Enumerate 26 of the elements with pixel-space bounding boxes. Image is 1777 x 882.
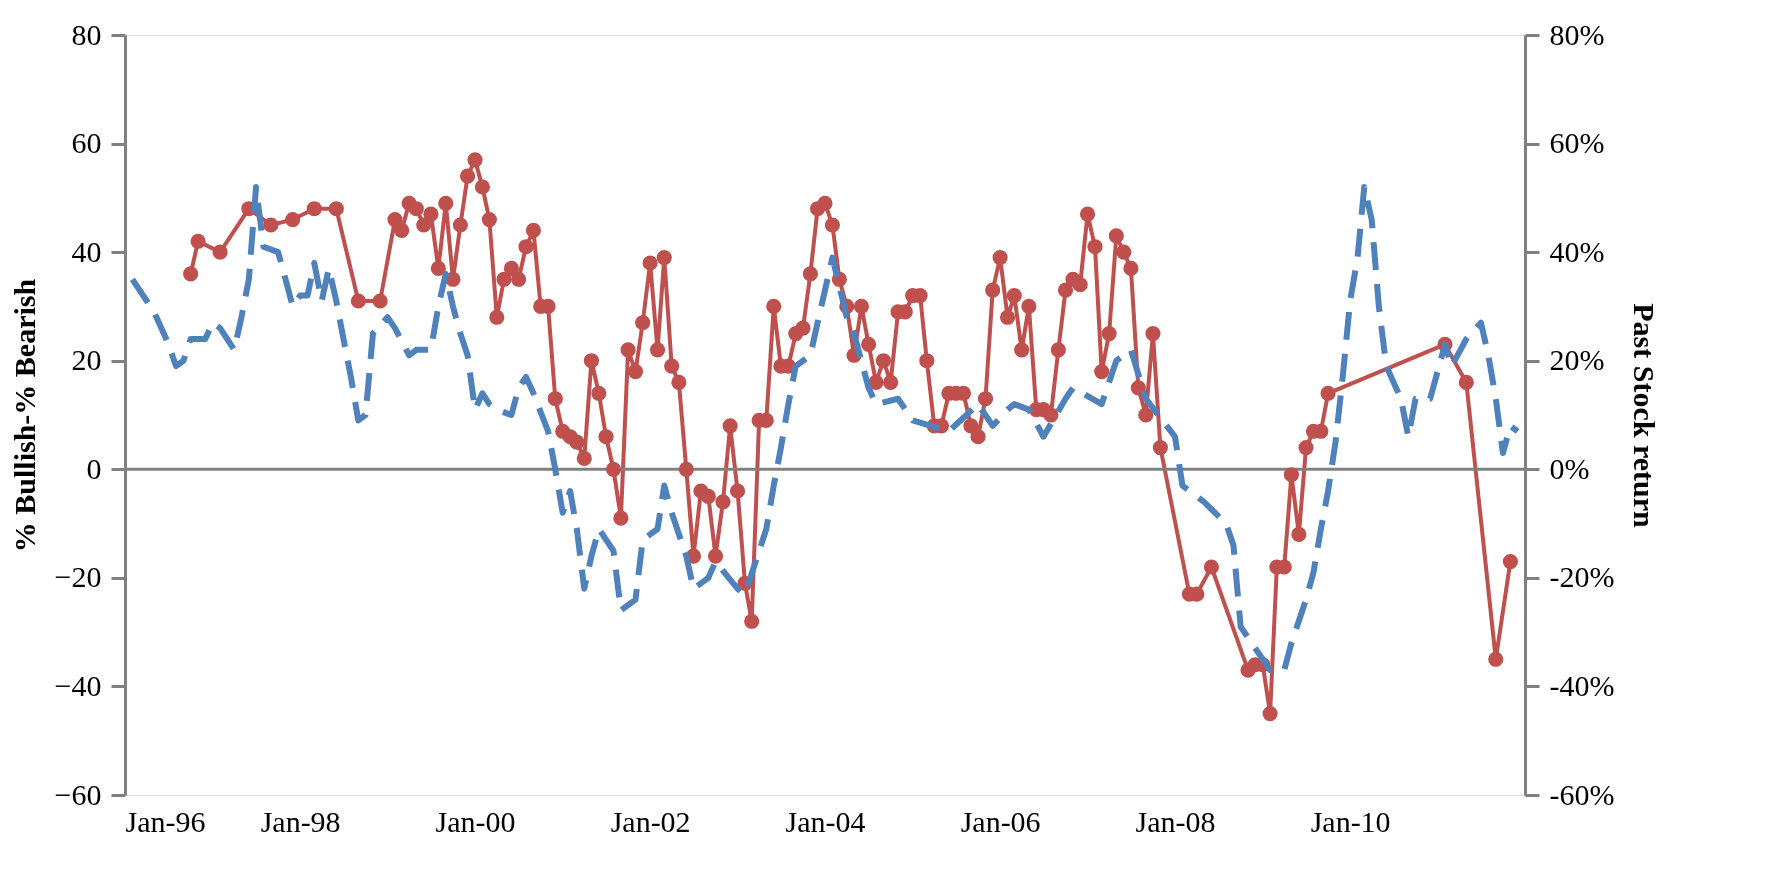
y2-tick-label: -40% bbox=[1549, 668, 1615, 702]
y2-tick-label: 0% bbox=[1549, 451, 1590, 485]
y-tick-label: 80 bbox=[71, 17, 102, 51]
y2-axis-title: Past Stock return bbox=[1628, 303, 1662, 529]
y2-tick-label: -20% bbox=[1549, 560, 1615, 594]
x-tick-label: Jan-96 bbox=[125, 804, 206, 838]
y2-tick-label: -60% bbox=[1549, 777, 1615, 811]
y-tick-label: 40 bbox=[71, 234, 102, 268]
y-tick-label: −20 bbox=[54, 560, 102, 594]
x-tick-label: Jan-00 bbox=[435, 804, 516, 838]
x-tick-label: Jan-06 bbox=[960, 804, 1041, 838]
x-tick-label: Jan-08 bbox=[1135, 804, 1216, 838]
x-tick-label: Jan-04 bbox=[785, 804, 866, 838]
y2-tick-label: 20% bbox=[1549, 343, 1605, 377]
y-axis-title: % Bullish-% Bearish bbox=[7, 278, 41, 553]
y2-tick-label: 80% bbox=[1549, 17, 1605, 51]
x-tick-label: Jan-98 bbox=[260, 804, 341, 838]
y-tick-label: −60 bbox=[54, 777, 102, 811]
y2-tick-label: 40% bbox=[1549, 234, 1605, 268]
y-tick-label: 0 bbox=[86, 451, 102, 485]
y2-tick-label: 60% bbox=[1549, 126, 1605, 160]
y-tick-label: −40 bbox=[54, 668, 102, 702]
y-tick-label: 60 bbox=[71, 126, 102, 160]
y-tick-label: 20 bbox=[71, 343, 102, 377]
x-tick-label: Jan-02 bbox=[610, 804, 691, 838]
x-tick-label: Jan-10 bbox=[1310, 804, 1391, 838]
